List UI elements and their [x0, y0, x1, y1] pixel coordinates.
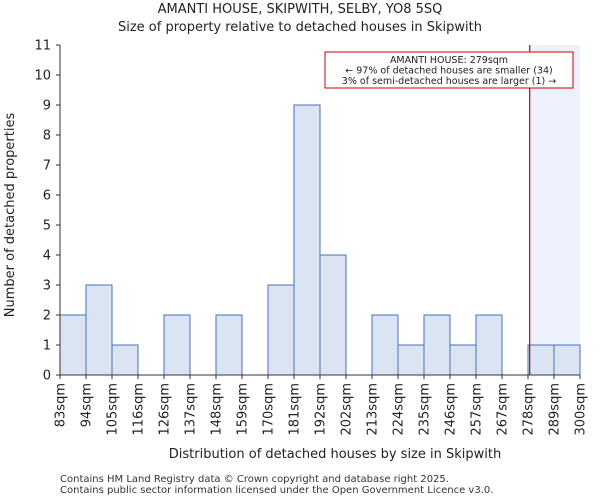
x-tick-label: 148sqm — [210, 383, 225, 436]
bar — [319, 254, 347, 376]
x-tick-label: 137sqm — [184, 383, 199, 436]
chart-subtitle: Size of property relative to detached ho… — [117, 20, 482, 35]
bar — [553, 344, 581, 376]
bar — [397, 344, 425, 376]
bar — [475, 314, 503, 376]
bar — [85, 284, 113, 376]
bar — [267, 284, 295, 376]
x-tick-label: 159sqm — [236, 383, 251, 436]
x-tick-label: 213sqm — [366, 383, 381, 436]
x-tick-label: 267sqm — [496, 383, 511, 436]
x-tick-label: 300sqm — [574, 383, 589, 436]
x-tick-label: 126sqm — [158, 383, 173, 436]
x-axis-label: Distribution of detached houses by size … — [169, 447, 501, 462]
annotation-box — [324, 51, 574, 89]
y-tick-label: 2 — [43, 309, 51, 324]
bar — [163, 314, 191, 376]
bar-chart: 0 1 2 3 4 5 6 7 8 9 10 11 83sqm 94sqm 105sqm 116sqm 126s… — [3, 39, 589, 463]
y-tick-label: 8 — [43, 129, 51, 144]
y-tick-label: 7 — [43, 159, 51, 174]
x-tick-label: 116sqm — [132, 383, 147, 436]
x-tick-label: 202sqm — [340, 383, 355, 436]
x-tick-label: 83sqm — [54, 383, 69, 427]
bar — [527, 344, 555, 376]
x-tick-label: 192sqm — [314, 383, 329, 436]
x-tick-label: 289sqm — [548, 383, 563, 436]
y-tick-label: 10 — [34, 69, 51, 84]
highlight-region — [529, 45, 580, 375]
bar — [215, 314, 243, 376]
footer-licence: Contains public sector information licen… — [60, 485, 494, 496]
x-tick-label: 278sqm — [522, 383, 537, 436]
footer-copyright: Contains HM Land Registry data © Crown c… — [60, 474, 449, 485]
x-tick-label: 94sqm — [80, 383, 95, 427]
bar — [293, 104, 321, 376]
x-tick-label: 257sqm — [470, 383, 485, 436]
annotation-line: 3% of semi-detached houses are larger (1… — [342, 76, 556, 87]
x-tick-label: 181sqm — [288, 383, 303, 436]
y-tick-label: 5 — [43, 219, 51, 234]
y-tick-label: 1 — [43, 339, 51, 354]
x-tick-label: 224sqm — [392, 383, 407, 436]
bar — [371, 314, 399, 376]
y-tick-label: 4 — [43, 249, 51, 264]
chart-title: AMANTI HOUSE, SKIPWITH, SELBY, YO8 5SQ — [157, 2, 443, 17]
y-tick-label: 0 — [43, 369, 51, 384]
x-tick-label: 105sqm — [106, 383, 121, 436]
annotation-line: AMANTI HOUSE: 279sqm — [390, 55, 508, 66]
x-tick-label: 170sqm — [262, 383, 277, 436]
x-tick-label: 246sqm — [444, 383, 459, 436]
bar — [423, 314, 451, 376]
y-tick-label: 6 — [43, 189, 51, 204]
annotation-line: ← 97% of detached houses are smaller (34… — [345, 66, 552, 77]
y-tick-label: 9 — [43, 99, 51, 114]
bar — [111, 344, 139, 376]
bar — [449, 344, 477, 376]
x-tick-label: 235sqm — [418, 383, 433, 436]
y-axis-label: Number of detached properties — [3, 113, 18, 318]
bar — [59, 314, 87, 376]
y-tick-label: 3 — [43, 279, 51, 294]
y-tick-label: 11 — [34, 39, 51, 54]
